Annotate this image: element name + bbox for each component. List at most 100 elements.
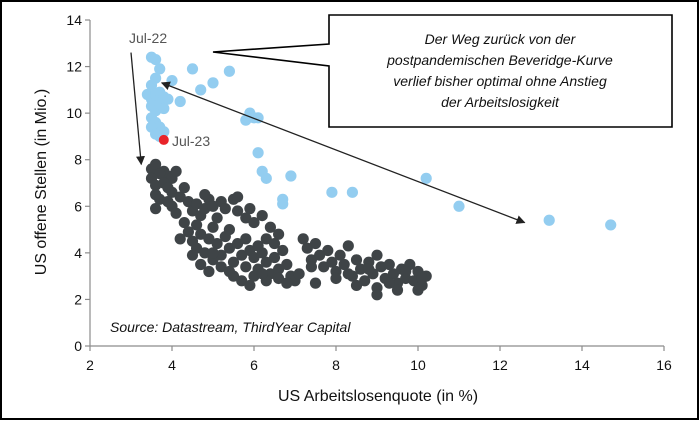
pre-pandemic-point	[256, 268, 268, 280]
pre-pandemic-point	[252, 240, 264, 252]
pre-pandemic-point	[150, 158, 162, 170]
post-pandemic-point	[285, 170, 297, 182]
pre-pandemic-point	[248, 251, 260, 264]
pre-pandemic-point	[219, 203, 231, 215]
post-pandemic-point	[223, 65, 235, 77]
pre-pandemic-point	[244, 203, 256, 215]
jul22-label: Jul-22	[129, 30, 167, 46]
pre-pandemic-point	[195, 258, 207, 271]
y-tick-label: 10	[66, 105, 82, 121]
post-pandemic-point	[453, 200, 465, 212]
pre-pandemic-point	[170, 207, 182, 219]
post-pandemic-point	[166, 74, 178, 87]
x-tick-label: 12	[492, 357, 508, 373]
x-tick-label: 6	[250, 357, 258, 373]
post-pandemic-point	[150, 53, 162, 66]
pre-pandemic-point	[182, 226, 194, 238]
pre-pandemic-point	[326, 256, 338, 268]
pre-pandemic-point	[174, 233, 186, 245]
pre-pandemic-point	[387, 268, 399, 280]
pre-pandemic-point	[191, 219, 203, 231]
pre-pandemic-point	[412, 284, 424, 296]
post-pandemic-point	[195, 84, 207, 96]
pre-pandemic-point	[383, 277, 395, 289]
pre-pandemic-point	[232, 237, 244, 250]
pre-pandemic-point	[215, 261, 227, 273]
jul-23-point	[158, 134, 169, 145]
pre-pandemic-point	[199, 247, 211, 259]
pre-pandemic-point	[350, 254, 363, 266]
pre-pandemic-point	[297, 233, 309, 245]
pre-pandemic-point	[338, 258, 350, 271]
pre-pandemic-point	[236, 275, 248, 287]
pre-pandemic-point	[236, 249, 248, 261]
callout-box	[212, 14, 673, 128]
pre-pandemic-point	[150, 203, 162, 215]
pre-pandemic-point	[227, 256, 240, 268]
y-tick-label: 2	[74, 291, 82, 307]
pre-pandemic-point	[342, 240, 354, 252]
pre-pandemic-point	[281, 277, 293, 289]
callout-line-4: der Arbeitslosigkeit	[441, 94, 560, 110]
pre-pandemic-point	[178, 182, 190, 194]
post-pandemic-point	[186, 63, 199, 75]
callout-line-2: postpandemischen Beveridge-Kurve	[386, 52, 613, 68]
post-pandemic-point	[154, 63, 166, 75]
post-pandemic-point	[260, 172, 272, 184]
pre-pandemic-point	[264, 221, 276, 233]
pre-pandemic-point	[207, 247, 219, 259]
callout: Der Weg zurück von der postpandemischen …	[212, 14, 673, 128]
x-tick-label: 10	[410, 357, 426, 373]
y-tick-label: 12	[66, 59, 82, 75]
pre-pandemic-point	[383, 258, 395, 271]
callout-line-3: verlief bisher optimal ohne Anstieg	[393, 73, 607, 89]
pre-pandemic-point	[355, 263, 367, 275]
pre-pandemic-point	[281, 258, 293, 271]
post-pandemic-point	[605, 219, 617, 231]
pre-pandemic-point	[162, 196, 174, 208]
pre-pandemic-point	[371, 289, 383, 301]
pre-pandemic-point	[350, 279, 363, 292]
y-tick-label: 6	[74, 198, 82, 214]
y-tick-label: 4	[74, 245, 82, 261]
pre-pandemic-point	[309, 237, 322, 250]
pre-pandemic-point	[207, 221, 219, 233]
pre-pandemic-point	[186, 249, 199, 261]
pre-pandemic-point	[334, 249, 346, 261]
pre-pandemic-point	[309, 277, 322, 289]
pre-pandemic-point	[260, 256, 272, 268]
pre-pandemic-point	[322, 244, 334, 257]
post-pandemic-point	[207, 77, 219, 89]
pre-pandemic-point	[277, 244, 289, 257]
callout-line-1: Der Weg zurück von der	[425, 31, 577, 47]
pre-pandemic-point	[293, 268, 305, 280]
pre-pandemic-point	[330, 272, 342, 285]
y-tick-label: 0	[74, 338, 82, 354]
pre-pandemic-point	[342, 268, 354, 280]
pre-pandemic-point	[305, 261, 317, 273]
x-tick-label: 8	[332, 357, 340, 373]
pre-pandemic-point	[244, 279, 256, 292]
post-pandemic-point	[174, 95, 186, 108]
x-tick-label: 2	[86, 357, 94, 373]
x-tick-label: 14	[574, 357, 590, 373]
pre-pandemic-point	[240, 233, 252, 245]
pre-pandemic-point	[273, 272, 285, 285]
pre-pandemic-point	[223, 223, 235, 236]
pre-pandemic-point	[211, 212, 223, 224]
pre-pandemic-point	[203, 265, 215, 278]
pre-pandemic-point	[203, 233, 215, 245]
post-pandemic-point	[145, 79, 158, 91]
jul23-label: Jul-23	[172, 133, 210, 149]
trend-arrow	[160, 81, 526, 224]
pre-pandemic-point	[256, 210, 268, 222]
pre-pandemic-point	[273, 263, 285, 275]
pre-pandemic-point	[391, 284, 404, 296]
x-axis-label: US Arbeitslosenquote (in %)	[278, 388, 478, 405]
pre-pandemic-point	[273, 228, 285, 240]
pre-pandemic-point	[223, 265, 235, 278]
pre-pandemic-point	[416, 272, 428, 285]
pre-pandemic-point	[318, 261, 330, 273]
pre-pandemic-point	[268, 251, 281, 264]
